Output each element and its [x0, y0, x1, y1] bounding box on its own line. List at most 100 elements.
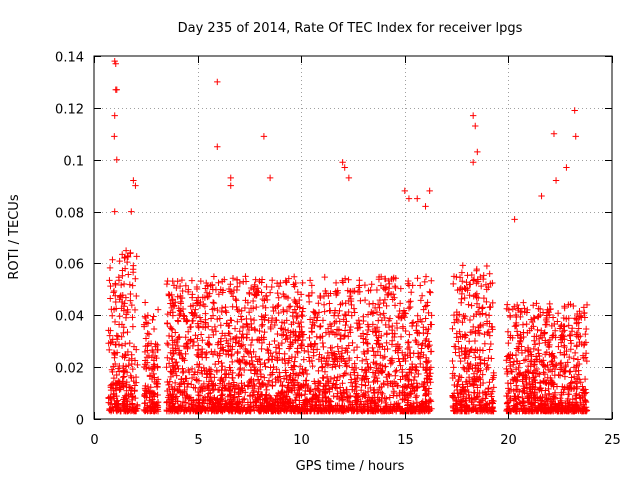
data-point: [214, 369, 220, 375]
data-point: [450, 281, 456, 287]
data-point: [449, 358, 455, 364]
data-point: [129, 356, 135, 362]
data-point: [129, 282, 135, 288]
data-point: [392, 283, 398, 289]
data-point: [557, 361, 563, 367]
data-point: [422, 203, 428, 209]
data-point: [169, 356, 175, 362]
data-point: [116, 313, 122, 319]
data-point: [164, 281, 170, 287]
data-point: [253, 304, 259, 310]
data-point: [149, 317, 155, 323]
data-point: [333, 280, 339, 286]
data-point: [233, 297, 239, 303]
data-point: [374, 287, 380, 293]
data-point: [283, 332, 289, 338]
data-point: [486, 346, 492, 352]
data-point: [309, 282, 315, 288]
data-point: [505, 340, 511, 346]
data-point: [326, 300, 332, 306]
data-point: [180, 312, 186, 318]
data-point: [379, 369, 385, 375]
data-point: [422, 315, 428, 321]
data-point: [315, 368, 321, 374]
data-point: [354, 354, 360, 360]
data-point: [121, 281, 127, 287]
data-point: [584, 358, 590, 364]
data-point: [299, 280, 305, 286]
data-point: [507, 314, 513, 320]
data-point: [535, 347, 541, 353]
data-point: [472, 354, 478, 360]
data-point: [248, 342, 254, 348]
data-point: [419, 292, 425, 298]
data-point: [114, 157, 120, 163]
data-point: [112, 208, 118, 214]
data-point: [363, 356, 369, 362]
data-point: [356, 277, 362, 283]
data-point: [392, 369, 398, 375]
x-tick-label: 20: [500, 433, 517, 448]
data-point: [112, 293, 118, 299]
data-point: [144, 330, 150, 336]
data-point: [130, 266, 136, 272]
x-tick-label: 10: [293, 433, 310, 448]
data-point: [382, 354, 388, 360]
data-point: [228, 175, 234, 181]
data-point: [407, 298, 413, 304]
data-point: [168, 325, 174, 331]
data-point: [382, 400, 388, 406]
data-point: [567, 368, 573, 374]
data-point: [414, 380, 420, 386]
data-point: [472, 123, 478, 129]
data-point: [335, 313, 341, 319]
data-point: [482, 341, 488, 347]
data-point: [209, 282, 215, 288]
data-point: [449, 326, 455, 332]
data-point: [406, 331, 412, 337]
y-tick-label: 0: [76, 414, 84, 429]
data-point: [573, 133, 579, 139]
data-point: [106, 347, 112, 353]
y-tick-label: 0.14: [55, 51, 84, 66]
data-point: [348, 379, 354, 385]
data-point: [487, 304, 493, 310]
data-point: [266, 377, 272, 383]
data-point: [369, 281, 375, 287]
data-point: [489, 376, 495, 382]
data-point: [222, 308, 228, 314]
data-point: [306, 293, 312, 299]
data-point: [466, 338, 472, 344]
data-point: [455, 378, 461, 384]
data-point: [173, 359, 179, 365]
data-point: [127, 340, 133, 346]
data-point: [534, 327, 540, 333]
data-point: [371, 352, 377, 358]
data-point: [384, 330, 390, 336]
data-point: [142, 313, 148, 319]
data-point: [469, 329, 475, 335]
data-point: [189, 366, 195, 372]
data-point: [409, 282, 415, 288]
data-point: [424, 330, 430, 336]
data-point: [472, 338, 478, 344]
data-point: [130, 366, 136, 372]
data-point: [405, 339, 411, 345]
data-point: [211, 300, 217, 306]
data-point: [229, 359, 235, 365]
data-point: [214, 79, 220, 85]
data-point: [417, 282, 423, 288]
y-tick-label: 0.08: [55, 207, 84, 222]
data-point: [222, 371, 228, 377]
data-point: [372, 361, 378, 367]
data-point: [261, 360, 267, 366]
data-point: [128, 208, 134, 214]
data-point: [155, 306, 161, 312]
data-point: [203, 354, 209, 360]
data-point: [362, 297, 368, 303]
data-point: [179, 277, 185, 283]
data-point: [307, 277, 313, 283]
data-point: [483, 366, 489, 372]
data-point: [386, 373, 392, 379]
data-point: [269, 284, 275, 290]
